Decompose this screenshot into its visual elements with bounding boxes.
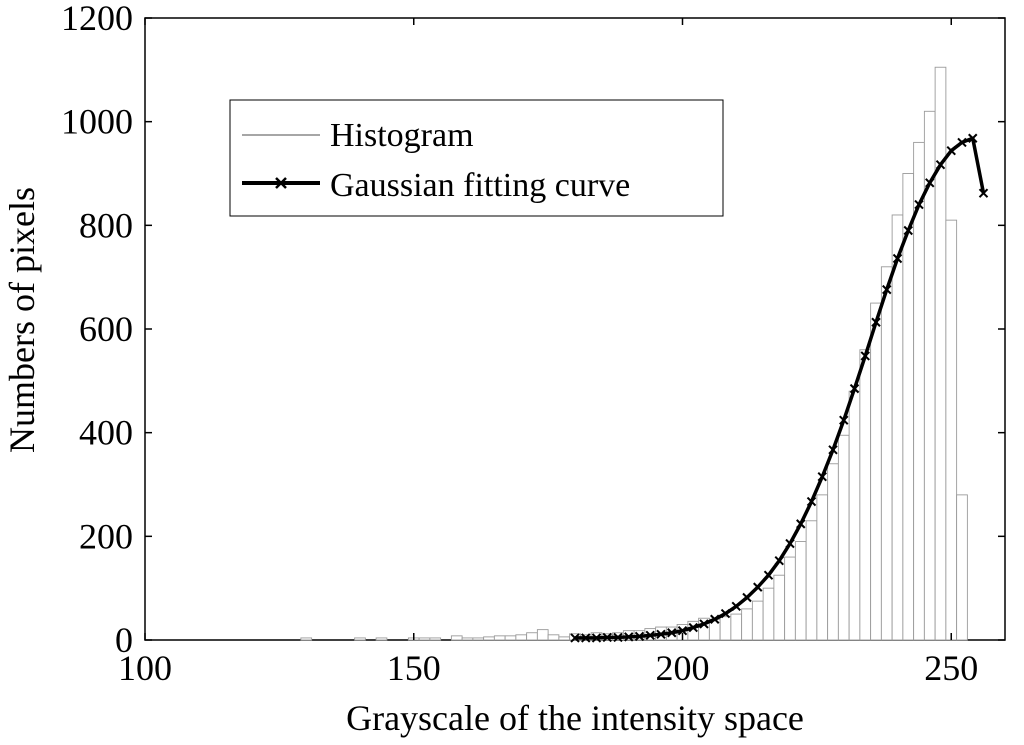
histogram-bar [536, 629, 549, 641]
histogram-bar [751, 600, 764, 641]
fit-marker [849, 383, 860, 394]
histogram-bar [515, 634, 528, 641]
fit-marker [785, 538, 795, 549]
histogram-bar [794, 541, 807, 641]
y-axis-label: Numbers of pixels [2, 187, 42, 453]
fit-marker [753, 582, 763, 592]
fit-marker [677, 625, 688, 636]
fit-marker [774, 555, 784, 566]
fit-marker [720, 608, 731, 619]
histogram-bar [956, 494, 968, 641]
fit-marker [882, 284, 892, 295]
fit-marker [634, 631, 645, 642]
y-tick-label: 400 [79, 413, 133, 453]
fit-marker [742, 592, 752, 603]
histogram-bar [784, 556, 796, 641]
fit-marker [613, 632, 623, 643]
histogram-bars [300, 66, 968, 641]
histogram-bar [891, 214, 904, 641]
x-tick-label: 200 [656, 648, 710, 688]
fit-marker [602, 632, 612, 643]
histogram-bar [741, 608, 753, 641]
legend-histogram-label: Histogram [330, 117, 474, 154]
legend-fit-label: Gaussian fitting curve [330, 167, 630, 204]
histogram-bar [880, 266, 893, 641]
histogram-bar [719, 616, 732, 641]
fit-marker [796, 519, 806, 529]
histogram-bar [934, 66, 947, 641]
fit-marker [591, 633, 602, 643]
fit-marker [957, 137, 967, 148]
fit-marker [946, 145, 956, 156]
fit-marker [581, 633, 591, 643]
histogram-bar [859, 349, 872, 641]
legend-box [229, 99, 724, 217]
fit-marker [978, 188, 989, 198]
x-tick-label: 100 [118, 648, 172, 688]
fit-marker [871, 317, 881, 327]
y-tick-label: 800 [79, 205, 133, 245]
legend-fit-marker [275, 177, 287, 189]
fit-marker [731, 601, 741, 612]
fit-marker [817, 472, 827, 482]
histogram-bar [870, 302, 882, 641]
fit-marker [656, 629, 666, 640]
histogram-bar [816, 494, 829, 641]
histogram-bar [526, 632, 538, 641]
x-tick-label: 250 [924, 648, 978, 688]
x-tick-label: 150 [387, 648, 441, 688]
histogram-bar [483, 636, 495, 641]
histogram-bar [730, 613, 743, 641]
histogram-bar [848, 390, 861, 641]
histogram-bar [504, 635, 517, 641]
fit-marker [624, 632, 634, 642]
histogram-bar [547, 634, 560, 641]
fit-marker [667, 628, 677, 638]
histogram-bar [558, 636, 571, 641]
fit-marker [806, 496, 817, 507]
fit-marker [914, 199, 924, 210]
y-tick-label: 0 [115, 620, 133, 660]
histogram-bar [773, 574, 786, 641]
fit-marker [699, 619, 709, 629]
y-axis-ticks: 0 200 400 600 800 1000 1200 [61, 0, 1005, 660]
x-axis-label: Grayscale of the intensity space [346, 698, 804, 738]
fit-marker [828, 445, 838, 455]
histogram-bar [300, 637, 313, 641]
fit-marker [645, 630, 655, 641]
histogram-bar [805, 520, 818, 641]
histogram-bar [354, 637, 366, 641]
histogram-bar [375, 637, 388, 641]
histogram-bar [472, 637, 485, 641]
histogram-bar [450, 635, 463, 641]
fit-marker [860, 351, 870, 361]
y-tick-label: 1200 [61, 0, 133, 38]
fit-marker [892, 253, 903, 264]
histogram-bar [827, 463, 839, 641]
y-tick-label: 600 [79, 309, 133, 349]
fit-marker [935, 159, 946, 170]
gaussian-fit-curve [570, 133, 989, 643]
fit-marker [903, 225, 913, 236]
histogram-bar [418, 637, 431, 641]
y-tick-label: 200 [79, 516, 133, 556]
legend: Histogram Gaussian fitting curve [229, 99, 724, 217]
y-tick-label: 1000 [61, 102, 133, 142]
fit-marker [968, 133, 978, 143]
x-axis-ticks: 100 150 200 250 [118, 18, 978, 688]
fit-marker [839, 415, 849, 425]
histogram-bar [493, 635, 506, 641]
fit-marker [570, 633, 580, 643]
fit-marker [925, 178, 935, 188]
fit-marker [763, 570, 774, 580]
fit-marker [688, 622, 698, 633]
fit-marker [710, 614, 720, 624]
histogram-bar [461, 637, 474, 641]
histogram-bar [837, 434, 850, 641]
histogram-bar [762, 587, 775, 641]
histogram-bar [429, 637, 442, 641]
histogram-bar [945, 219, 958, 641]
